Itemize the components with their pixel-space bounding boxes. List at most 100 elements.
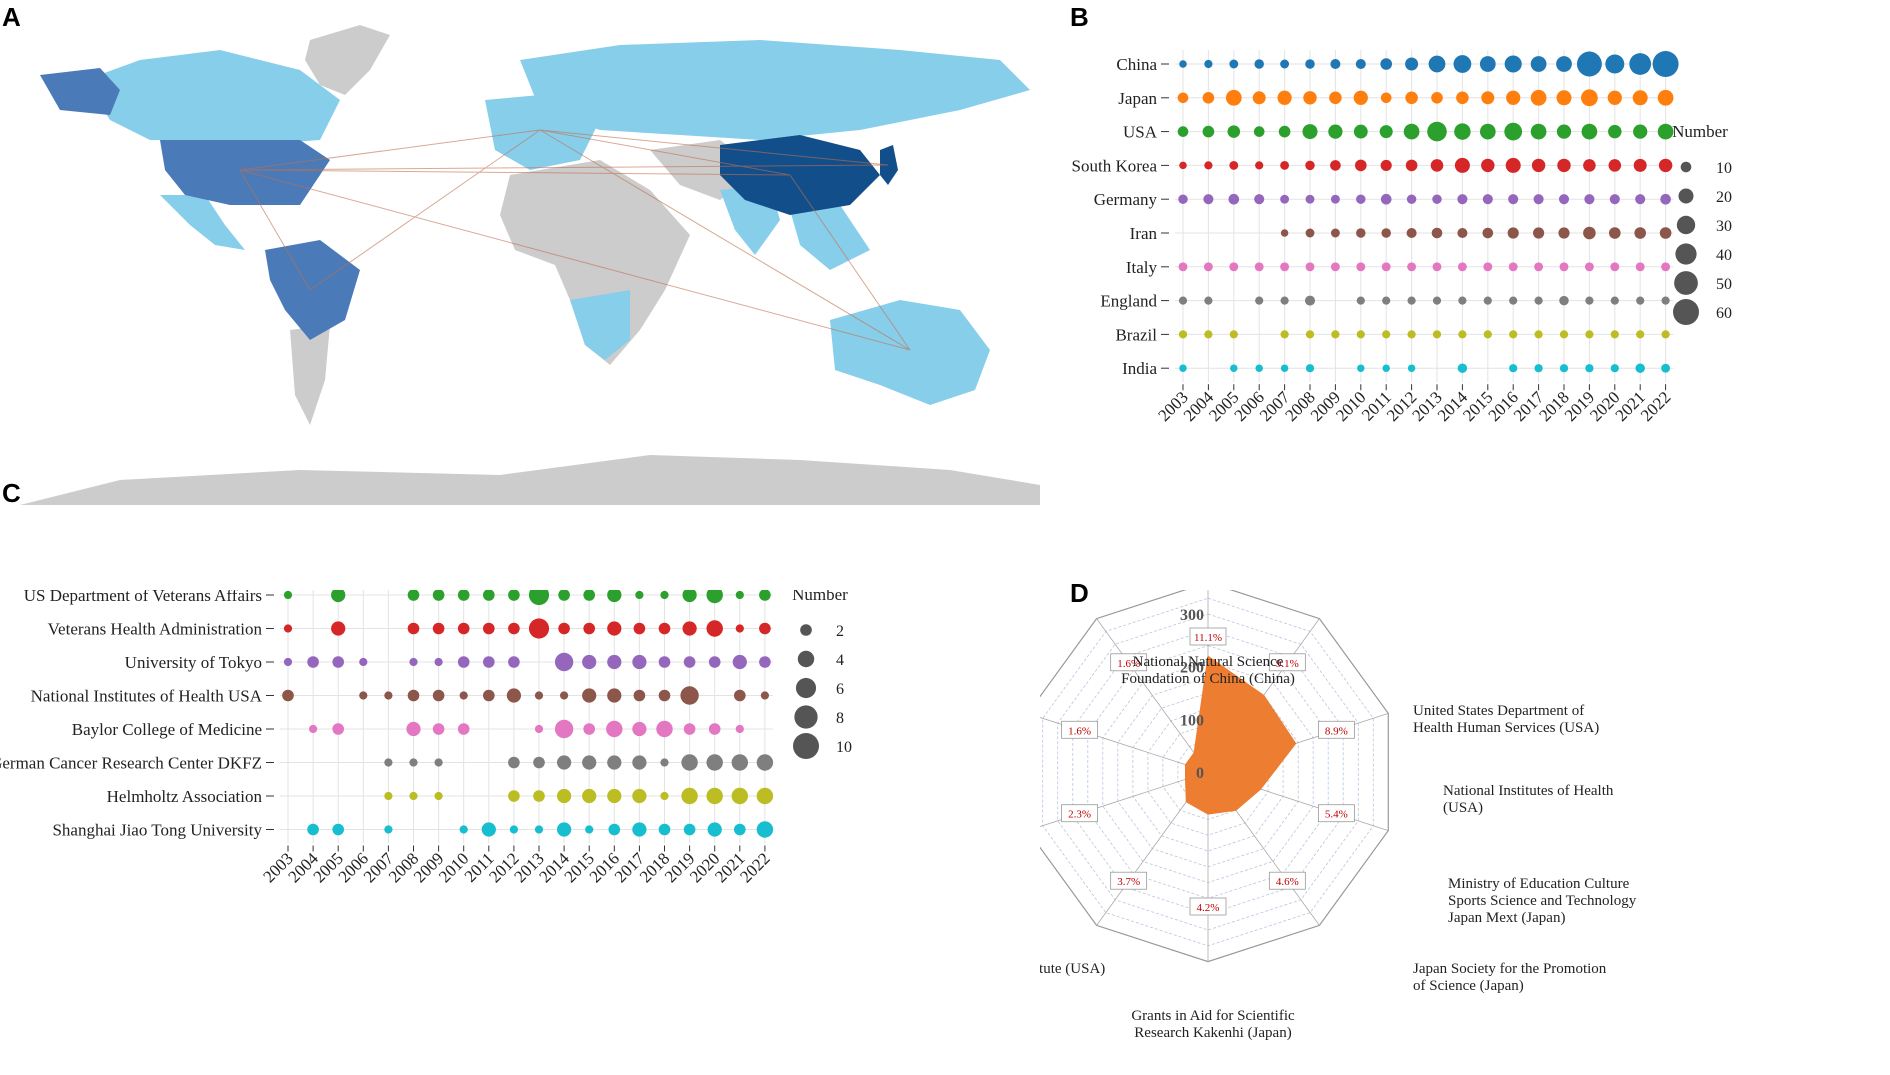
y-label: India <box>1122 359 1157 378</box>
percent-box-2 <box>1317 720 1355 739</box>
bubble-6-2009 <box>1330 262 1340 272</box>
legend-label: 8 <box>836 710 844 727</box>
y-label: South Korea <box>1072 156 1158 175</box>
bubble-9-2003 <box>1179 364 1187 372</box>
bubble-9-2011 <box>481 822 496 837</box>
legend-label: 50 <box>1716 276 1732 293</box>
bubble-8-2022 <box>756 787 774 805</box>
bubble-4-2008 <box>1305 194 1315 204</box>
bubble-7-2022 <box>756 754 774 771</box>
bubble-3-2011 <box>482 622 495 635</box>
bubble-1-2003 <box>1177 92 1189 104</box>
bubble-3-2015 <box>1481 158 1495 173</box>
bubble-0-2013 <box>1428 55 1446 73</box>
bubble-3-2009 <box>432 622 445 635</box>
legend-label: 60 <box>1716 305 1732 322</box>
legend-label: 40 <box>1716 247 1732 264</box>
legend-label: 2 <box>836 623 844 640</box>
bubble-7-2008 <box>409 758 418 767</box>
bubble-8-2014 <box>556 788 572 804</box>
bubble-0-2016 <box>1504 55 1522 73</box>
bubble-9-2005 <box>332 823 345 836</box>
y-label: Veterans Health Administration <box>48 620 263 639</box>
bubble-3-2014 <box>558 622 570 635</box>
map-region-southeast-asia <box>790 205 870 270</box>
radar-category-label-4: of Science (Japan) <box>1413 978 1524 994</box>
bubble-8-2012 <box>508 790 520 802</box>
bubble-8-2013 <box>533 790 545 802</box>
bubble-6-2012 <box>1407 262 1417 272</box>
bubble-6-2009 <box>432 723 445 735</box>
bubble-8-2020 <box>1610 330 1619 339</box>
map-region-usa <box>160 140 330 205</box>
bubble-2-2003 <box>283 590 293 600</box>
bubble-8-2013 <box>1432 330 1442 339</box>
panel-letter-b: B <box>1070 2 1089 32</box>
legend-bubble-10 <box>793 733 819 759</box>
y-label: England <box>1100 292 1157 311</box>
bubble-0-2012 <box>1405 57 1419 71</box>
bubble-7-2019 <box>681 754 698 771</box>
map-region-japan <box>880 145 898 185</box>
bubble-6-2017 <box>1534 262 1544 272</box>
y-label: Baylor College of Medicine <box>72 720 262 739</box>
radar-tick: 200 <box>1180 660 1204 677</box>
bubble-2-2020 <box>1608 124 1622 139</box>
legend-label: 4 <box>836 652 844 669</box>
percent-label-4: 4.6% <box>1276 876 1299 888</box>
bubble-7-2017 <box>632 755 647 770</box>
y-label: Germany <box>1094 190 1158 209</box>
bubble-3-2008 <box>407 622 420 635</box>
bubble-4-2006 <box>359 657 368 667</box>
bubble-7-2007 <box>384 758 393 767</box>
percent-box-1 <box>1268 653 1306 672</box>
radar-ring-8 <box>1072 629 1344 915</box>
bubble-3-2013 <box>528 618 550 639</box>
bubble-7-2015 <box>582 755 597 770</box>
bubble-0-2005 <box>1229 59 1239 69</box>
bubble-7-2006 <box>1255 296 1264 305</box>
bubble-0-2010 <box>1355 58 1366 70</box>
bubble-5-2006 <box>359 691 368 700</box>
map-region-brazil <box>265 240 360 340</box>
bubble-2-2005 <box>1227 125 1241 138</box>
bubble-0-2004 <box>1204 59 1213 69</box>
bubble-4-2017 <box>1533 194 1544 205</box>
bubble-0-2006 <box>1254 59 1264 69</box>
bubble-1-2007 <box>1277 90 1292 105</box>
radar-category-label-5: Research Kakenhi (Japan) <box>1134 1025 1291 1041</box>
percent-label-1: 9.1% <box>1276 658 1299 670</box>
legend-bubble-10 <box>1680 161 1692 173</box>
map-link-3 <box>239 169 911 351</box>
bubble-2-2017 <box>635 590 644 600</box>
map-region-south-america-south <box>290 325 330 425</box>
bubble-7-2008 <box>1304 295 1316 306</box>
bubble-2-2008 <box>407 590 420 601</box>
bubble-6-2004 <box>308 724 318 734</box>
bubble-9-2013 <box>534 825 544 834</box>
bubble-6-2018 <box>656 720 673 738</box>
bubble-5-2021 <box>733 689 746 702</box>
bubble-0-2003 <box>1179 60 1187 68</box>
bubble-8-2017 <box>1534 330 1543 339</box>
legend-bubble-20 <box>1678 188 1694 204</box>
bubble-3-2006 <box>1255 161 1264 170</box>
bubble-5-2019 <box>680 686 699 705</box>
bubble-8-2017 <box>632 788 647 804</box>
bubble-3-2022 <box>1658 158 1673 173</box>
bubble-5-2013 <box>1431 227 1443 239</box>
bubble-2-2015 <box>583 590 596 601</box>
bubble-1-2020 <box>1607 90 1622 105</box>
legend-bubble-40 <box>1675 243 1697 265</box>
bubble-7-2010 <box>1356 296 1365 305</box>
bubble-7-2014 <box>556 755 572 770</box>
bubble-3-2008 <box>1305 160 1315 171</box>
bubble-2-2016 <box>1504 122 1523 141</box>
percent-label-3: 5.4% <box>1325 809 1348 821</box>
bubble-5-2010 <box>459 691 468 700</box>
bubble-4-2014 <box>554 652 574 672</box>
bubble-3-2021 <box>735 624 744 633</box>
bubble-5-2003 <box>282 689 294 702</box>
bubble-5-2007 <box>1280 229 1289 237</box>
bubble-7-2016 <box>607 755 622 770</box>
